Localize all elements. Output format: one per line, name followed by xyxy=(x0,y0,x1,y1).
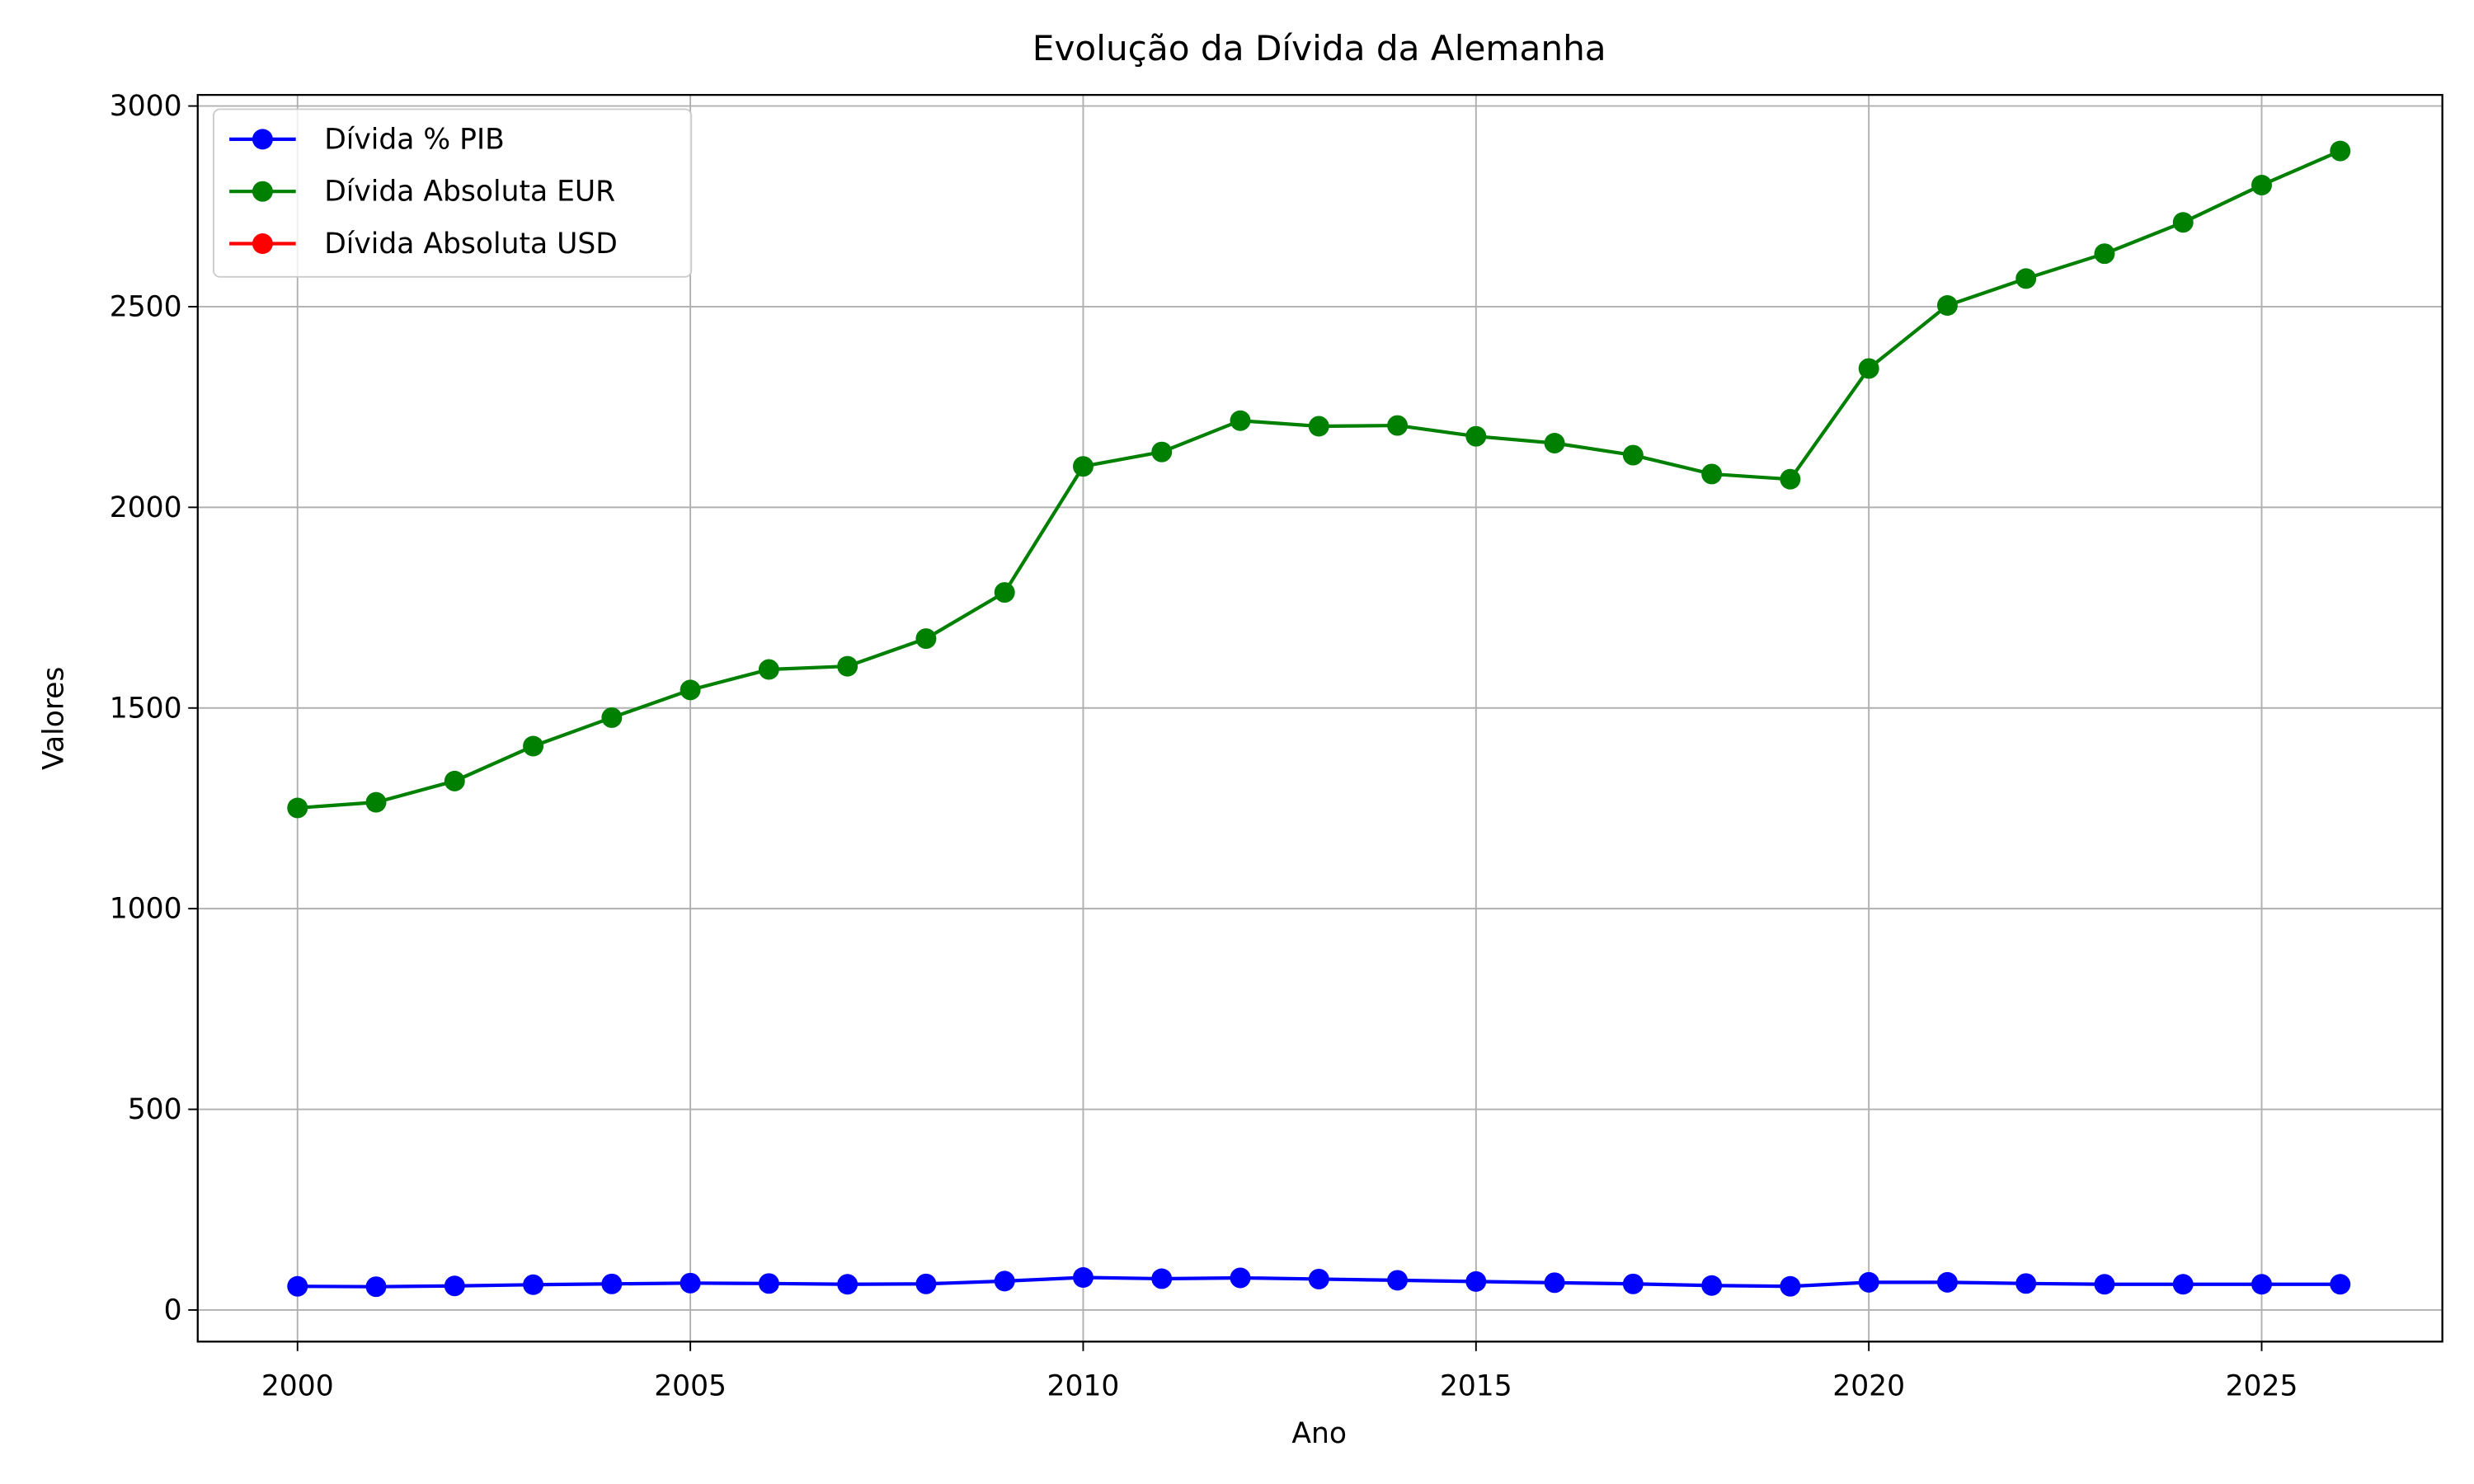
y-tick-label: 2000 xyxy=(110,491,182,524)
data-point xyxy=(1465,425,1487,447)
data-point xyxy=(1858,1271,1879,1293)
data-point xyxy=(1072,1267,1094,1288)
legend-marker xyxy=(252,181,273,202)
x-tick-label: 2015 xyxy=(1440,1370,1512,1403)
data-point xyxy=(915,628,937,650)
data-point xyxy=(601,1273,623,1294)
data-point xyxy=(1622,444,1644,466)
x-tick-label: 2005 xyxy=(654,1370,727,1403)
data-point xyxy=(1780,1275,1801,1297)
y-tick-label: 0 xyxy=(164,1294,182,1327)
y-tick-label: 2500 xyxy=(110,290,182,323)
data-point xyxy=(1230,410,1251,431)
data-point xyxy=(601,707,623,728)
data-point xyxy=(1308,416,1329,437)
y-axis-label: Valores xyxy=(38,666,71,769)
data-point xyxy=(2172,212,2194,233)
data-point xyxy=(994,582,1015,603)
data-point xyxy=(2251,174,2272,195)
data-point xyxy=(1387,415,1409,436)
legend-marker xyxy=(252,233,273,254)
data-point xyxy=(2172,1274,2194,1295)
legend: Dívida % PIB Dívida Absoluta EUR Dívida Ab… xyxy=(212,108,693,278)
legend-box xyxy=(212,108,693,278)
data-point xyxy=(444,770,465,791)
y-tick-label: 1000 xyxy=(110,893,182,926)
plot-frame xyxy=(196,93,2443,1343)
data-point xyxy=(915,1273,937,1294)
x-tick-label: 2020 xyxy=(1832,1370,1905,1403)
data-point xyxy=(287,797,308,819)
data-point xyxy=(2330,140,2351,162)
data-point xyxy=(1936,295,1958,316)
data-point xyxy=(1701,463,1723,485)
data-point xyxy=(1151,441,1173,463)
data-point xyxy=(680,679,701,701)
data-point xyxy=(758,659,779,680)
data-point xyxy=(1544,433,1565,453)
legend-label: Dívida Absoluta EUR xyxy=(324,176,615,209)
data-point xyxy=(2015,1273,2037,1294)
legend-label: Dívida Absoluta USD xyxy=(324,228,618,261)
data-point xyxy=(2015,268,2037,289)
data-point xyxy=(1465,1270,1487,1292)
data-point xyxy=(1151,1268,1173,1289)
data-point xyxy=(1858,358,1879,379)
data-point xyxy=(1622,1273,1644,1294)
data-point xyxy=(1544,1272,1565,1294)
legend-label: Dívida % PIB xyxy=(324,123,505,156)
x-tick-label: 2010 xyxy=(1047,1370,1120,1403)
data-point xyxy=(837,1274,858,1295)
data-point xyxy=(2330,1274,2351,1295)
x-tick-label: 2025 xyxy=(2226,1370,2298,1403)
data-point xyxy=(2251,1274,2272,1295)
data-point xyxy=(2094,243,2115,265)
chart-title: Evolução da Dívida da Alemanha xyxy=(1032,28,1606,68)
y-tick-label: 1500 xyxy=(110,692,182,725)
legend-marker xyxy=(252,129,273,150)
data-point xyxy=(365,791,387,813)
data-point xyxy=(444,1275,465,1297)
data-point xyxy=(758,1273,779,1294)
data-point xyxy=(2094,1274,2115,1295)
x-tick-label: 2000 xyxy=(261,1370,334,1403)
data-point xyxy=(680,1272,701,1294)
data-point xyxy=(837,655,858,677)
data-point xyxy=(523,735,544,757)
data-point xyxy=(1308,1268,1329,1289)
data-point xyxy=(365,1276,387,1298)
y-tick-label: 3000 xyxy=(110,90,182,123)
data-point xyxy=(1780,468,1801,490)
x-axis-label: Ano xyxy=(1291,1417,1347,1450)
data-point xyxy=(523,1274,544,1295)
data-point xyxy=(1936,1271,1958,1293)
data-point xyxy=(1230,1267,1251,1289)
data-point xyxy=(1072,456,1094,477)
data-point xyxy=(1387,1270,1409,1291)
y-tick-label: 500 xyxy=(128,1093,182,1126)
data-point xyxy=(1701,1275,1723,1296)
data-point xyxy=(994,1270,1015,1292)
data-point xyxy=(287,1275,308,1297)
